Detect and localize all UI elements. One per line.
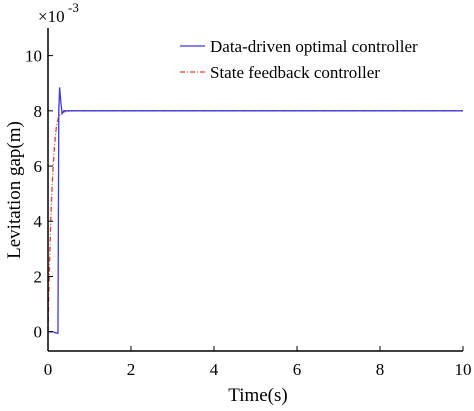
x-tick-label: 6 (293, 360, 302, 379)
y-tick-label: 4 (34, 212, 43, 231)
axis-ticks: 0 2 4 6 8 10 0 2 4 6 8 10 (25, 47, 472, 379)
x-axis-label: Time(s) (228, 385, 287, 406)
plot-area (47, 87, 463, 334)
series-line-state-feedback (47, 110, 463, 332)
x-tick-label: 10 (455, 360, 472, 379)
x-tick-label: 4 (210, 360, 219, 379)
y-tick-label: 0 (34, 323, 43, 342)
y-tick-label: 8 (34, 102, 43, 121)
legend-label-data-driven: Data-driven optimal controller (210, 37, 418, 56)
y-tick-label: 10 (25, 47, 42, 66)
legend: Data-driven optimal controller State fee… (180, 37, 418, 82)
legend-label-state-feedback: State feedback controller (210, 63, 380, 82)
y-exponent-power: -3 (68, 0, 79, 15)
y-axis-label: Levitation gap(m) (4, 121, 25, 259)
y-tick-label: 2 (34, 267, 43, 286)
x-tick-label: 2 (127, 360, 136, 379)
y-tick-label: 6 (34, 157, 43, 176)
x-tick-label: 0 (44, 360, 53, 379)
x-tick-label: 8 (376, 360, 385, 379)
series-line-data-driven (48, 87, 463, 334)
y-exponent-base: ×10 (38, 7, 65, 26)
